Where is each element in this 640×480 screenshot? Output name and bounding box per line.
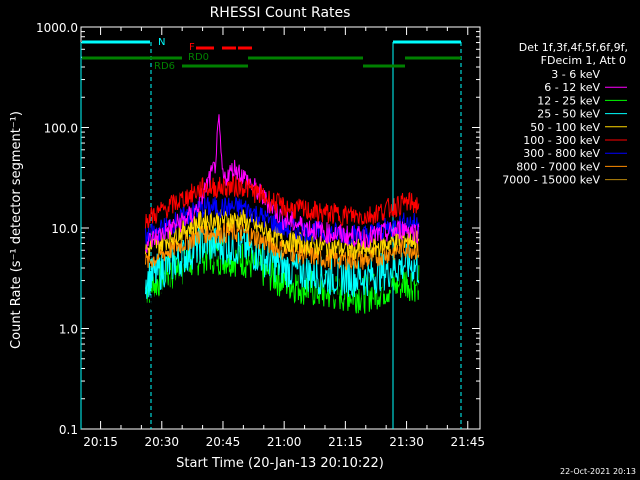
legend-header-line: Det 1f,3f,4f,5f,6f,9f, bbox=[519, 41, 628, 54]
y-tick-label: 1000.0 bbox=[36, 21, 78, 35]
flare-flag-label: F bbox=[189, 42, 195, 53]
x-tick-label: 21:00 bbox=[267, 435, 302, 449]
x-tick-label: 20:15 bbox=[83, 435, 118, 449]
night-flag-label: N bbox=[158, 37, 165, 48]
y-tick-label: 10.0 bbox=[51, 222, 78, 236]
legend: Det 1f,3f,4f,5f,6f,9f,FDecim 1, Att 03 -… bbox=[502, 41, 628, 187]
x-tick-label: 20:45 bbox=[206, 435, 241, 449]
timestamp: 22-Oct-2021 20:13 bbox=[560, 467, 636, 476]
rd0-label: RD0 bbox=[188, 52, 209, 63]
legend-entry-label: 12 - 25 keV bbox=[537, 94, 600, 107]
legend-entry-label: 800 - 7000 keV bbox=[516, 160, 600, 173]
y-tick-label: 0.1 bbox=[59, 423, 78, 437]
legend-entry-label: 25 - 50 keV bbox=[537, 108, 600, 121]
legend-entry-label: 7000 - 15000 keV bbox=[502, 174, 600, 187]
series-line-100-300-kev bbox=[145, 175, 420, 229]
legend-entry-label: 6 - 12 keV bbox=[544, 81, 600, 94]
x-tick-label: 20:30 bbox=[144, 435, 179, 449]
legend-entry-label: 100 - 300 keV bbox=[523, 134, 600, 147]
chart-title: RHESSI Count Rates bbox=[210, 5, 351, 21]
x-axis-label: Start Time (20-Jan-13 20:10:22) bbox=[176, 456, 384, 471]
legend-entry-label: 300 - 800 keV bbox=[523, 147, 600, 160]
y-tick-label: 100.0 bbox=[44, 122, 78, 136]
legend-header-line: FDecim 1, Att 0 bbox=[541, 54, 626, 67]
series-line-25-50-kev bbox=[145, 227, 420, 299]
series-group bbox=[145, 114, 420, 321]
y-tick-label: 1.0 bbox=[59, 323, 78, 337]
y-axis: 0.1 1.0 10.0 100.0 1000.0 bbox=[36, 21, 480, 437]
legend-entry-label: 50 - 100 keV bbox=[530, 121, 600, 134]
x-tick-label: 21:30 bbox=[389, 435, 424, 449]
legend-entry-label: 3 - 6 keV bbox=[551, 68, 600, 81]
y-axis-label: Count Rate (s⁻¹ detector segment⁻¹) bbox=[9, 111, 24, 349]
series-line-50-100-kev bbox=[145, 209, 420, 260]
x-axis: 20:15 20:30 20:45 21:00 21:15 21:30 21:45 bbox=[83, 27, 485, 449]
rd6-label: RD6 bbox=[154, 61, 175, 72]
x-tick-label: 21:15 bbox=[328, 435, 363, 449]
x-tick-label: 21:45 bbox=[450, 435, 485, 449]
